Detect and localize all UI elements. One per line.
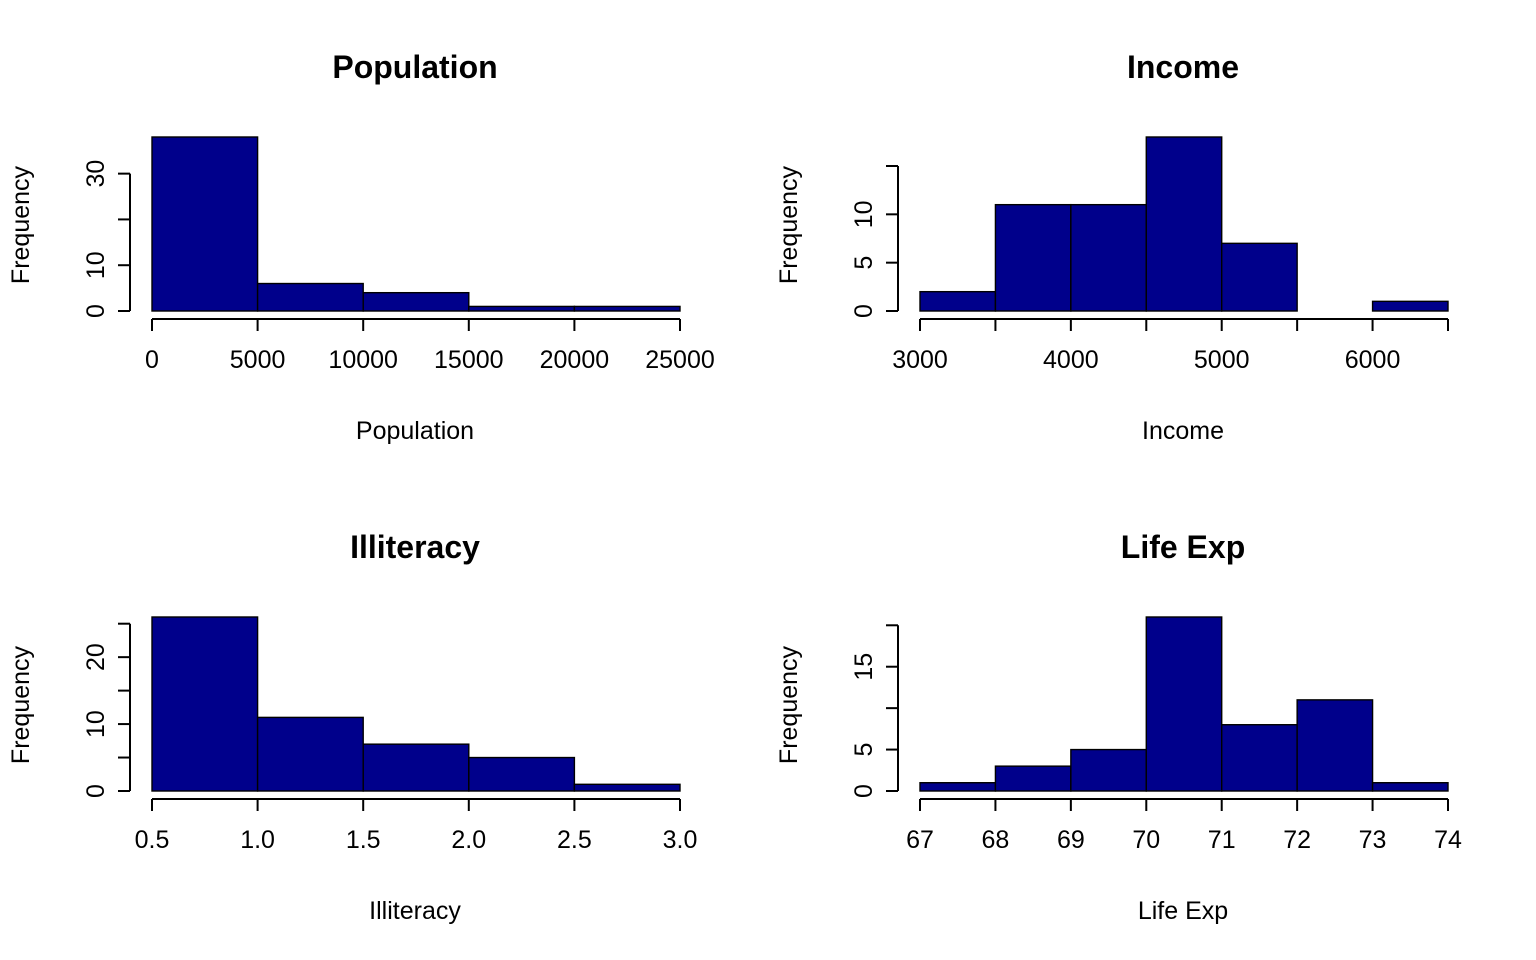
x-tick-label: 73 bbox=[1359, 826, 1387, 854]
y-axis-label: Frequency bbox=[7, 645, 35, 764]
y-axis-label: Frequency bbox=[775, 165, 803, 284]
x-tick-label: 69 bbox=[1057, 826, 1085, 854]
x-tick-label: 67 bbox=[906, 826, 934, 854]
chart-title: Population bbox=[332, 49, 497, 85]
y-tick-label: 10 bbox=[82, 710, 110, 738]
x-tick-label: 0 bbox=[145, 346, 159, 374]
histogram-bar bbox=[573, 305, 681, 312]
histogram-bar bbox=[994, 765, 1072, 792]
y-tick-label: 10 bbox=[850, 200, 878, 228]
x-tick-label: 3000 bbox=[892, 346, 948, 374]
panel-illiteracy: Illiteracy Illiteracy Frequency 0.5 1.0 1.… bbox=[7, 529, 697, 925]
x-tick-label: 68 bbox=[982, 826, 1010, 854]
histogram-bar bbox=[468, 305, 576, 312]
y-axis-label: Frequency bbox=[7, 165, 35, 284]
y-tick-label: 0 bbox=[850, 304, 878, 318]
x-axis-label: Population bbox=[356, 417, 474, 445]
x-tick-label: 10000 bbox=[328, 346, 398, 374]
histogram-bar bbox=[151, 136, 259, 312]
y-axis-label: Frequency bbox=[775, 645, 803, 764]
x-tick-label: 1.0 bbox=[240, 826, 275, 854]
y-tick-label: 20 bbox=[82, 643, 110, 671]
x-tick-label: 3.0 bbox=[663, 826, 698, 854]
y-tick-label: 0 bbox=[82, 304, 110, 318]
y-tick-label: 0 bbox=[850, 784, 878, 798]
histogram-bar bbox=[573, 783, 681, 792]
chart-title: Income bbox=[1127, 49, 1239, 85]
histogram-bar bbox=[1221, 724, 1298, 792]
y-tick-label: 0 bbox=[82, 784, 110, 798]
histogram-bar bbox=[919, 290, 997, 312]
histogram-bar bbox=[1145, 616, 1223, 792]
x-tick-label: 25000 bbox=[645, 346, 715, 374]
x-tick-label: 4000 bbox=[1043, 346, 1099, 374]
histogram-bar bbox=[151, 616, 259, 792]
x-tick-label: 5000 bbox=[230, 346, 286, 374]
histogram-bar bbox=[1145, 136, 1223, 312]
y-tick-label: 30 bbox=[82, 160, 110, 188]
x-tick-label: 70 bbox=[1132, 826, 1160, 854]
chart-title: Life Exp bbox=[1121, 529, 1245, 565]
histogram-bar bbox=[362, 291, 470, 312]
y-tick-label: 5 bbox=[850, 256, 878, 270]
histogram-bar bbox=[919, 782, 997, 792]
chart-title: Illiteracy bbox=[350, 529, 480, 565]
histogram-bar bbox=[994, 203, 1072, 312]
histogram-bar bbox=[1296, 699, 1374, 792]
y-tick-label: 15 bbox=[850, 653, 878, 681]
y-tick-label: 10 bbox=[82, 251, 110, 279]
y-tick-label: 5 bbox=[850, 743, 878, 757]
x-tick-label: 2.0 bbox=[451, 826, 486, 854]
x-axis-label: Illiteracy bbox=[369, 897, 461, 925]
histogram-bar bbox=[362, 743, 470, 792]
histogram-bar bbox=[256, 282, 364, 312]
x-tick-label: 5000 bbox=[1194, 346, 1250, 374]
histogram-bar bbox=[1221, 242, 1298, 312]
x-tick-label: 6000 bbox=[1345, 346, 1401, 374]
x-axis-label: Income bbox=[1142, 417, 1224, 445]
x-tick-label: 2.5 bbox=[557, 826, 592, 854]
x-tick-label: 15000 bbox=[434, 346, 504, 374]
histogram-bar bbox=[468, 756, 576, 792]
panel-population: Population Population Frequency 0 5000 100… bbox=[7, 49, 715, 445]
x-tick-label: 20000 bbox=[540, 346, 610, 374]
panel-income: Income Income Frequency 3000 4000 5000 6000… bbox=[775, 49, 1449, 445]
histogram-bar bbox=[1070, 748, 1147, 792]
histogram-bar bbox=[1070, 203, 1147, 312]
histogram-bar bbox=[1371, 782, 1449, 792]
histogram-bar bbox=[256, 716, 364, 792]
x-axis-label: Life Exp bbox=[1138, 897, 1228, 925]
histogram-bar bbox=[1371, 300, 1449, 312]
x-tick-label: 0.5 bbox=[135, 826, 170, 854]
panel-life-exp: Life Exp Life Exp Frequency 67 68 69 70 71 72… bbox=[775, 529, 1462, 925]
x-tick-label: 71 bbox=[1208, 826, 1236, 854]
x-tick-label: 74 bbox=[1434, 826, 1462, 854]
x-tick-label: 72 bbox=[1283, 826, 1311, 854]
x-tick-label: 1.5 bbox=[346, 826, 381, 854]
